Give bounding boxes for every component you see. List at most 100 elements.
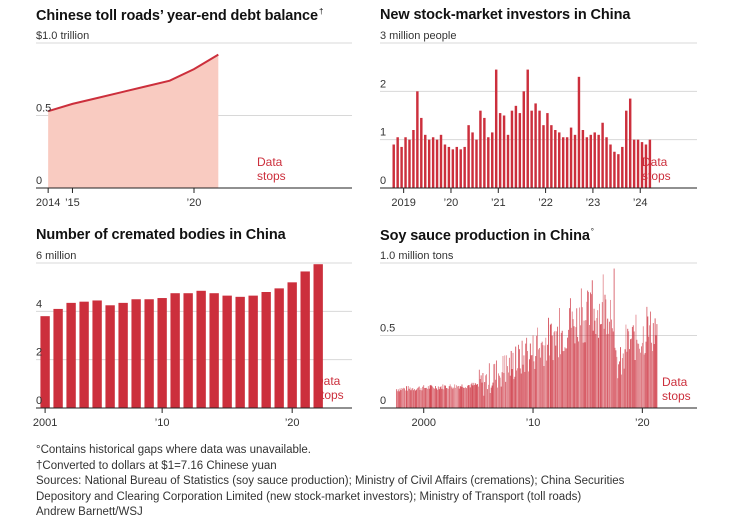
investor-bar	[487, 137, 490, 188]
investor-bar	[475, 139, 478, 188]
investor-bar	[459, 149, 462, 188]
soy-bar	[465, 387, 467, 408]
investor-bar	[542, 125, 545, 188]
soy-bar	[541, 341, 543, 408]
soy-bar	[477, 384, 478, 408]
toll-roads-title: Chinese toll roads’ year-end debt balanc…	[36, 7, 324, 24]
soy-bar	[491, 385, 493, 408]
soy-bar	[618, 364, 620, 408]
investor-bar	[644, 144, 648, 188]
cremation-bar	[157, 298, 167, 408]
soy-bar	[651, 342, 652, 408]
soy-bar	[504, 355, 506, 408]
soy-bar	[647, 316, 649, 408]
soy-bar	[501, 372, 503, 408]
data-stops-annotation: Data	[662, 375, 688, 389]
soy-bar	[539, 357, 541, 408]
y-tick-label: $1.0 trillion	[36, 30, 89, 42]
soy-bar	[575, 327, 577, 408]
soy-bar	[558, 357, 559, 408]
investor-bar	[392, 144, 395, 188]
soy-bar	[534, 368, 536, 408]
soy-bar	[495, 379, 497, 408]
soy-bar	[642, 326, 644, 408]
soy-bar	[422, 386, 424, 408]
soy-bar	[436, 388, 437, 408]
soy-bar	[537, 327, 538, 408]
soy-bar	[626, 351, 628, 408]
soy-bar	[517, 368, 518, 408]
soy-bar	[510, 350, 512, 408]
soy-bar	[434, 388, 436, 408]
soy-bar	[608, 333, 610, 408]
soy-bar	[549, 324, 551, 408]
soy-bar	[576, 308, 578, 408]
soy-bar	[418, 386, 420, 408]
soy-bar	[442, 384, 444, 408]
investor-bar	[589, 134, 593, 188]
soy-bar	[416, 389, 417, 408]
soy-bar	[421, 390, 423, 408]
soy-bar	[543, 366, 545, 408]
soy-bar	[590, 294, 592, 408]
soy-bar	[567, 337, 569, 408]
y-tick-label: 2	[36, 347, 42, 359]
soy-bar	[635, 314, 637, 408]
investor-bar	[550, 125, 553, 188]
soy-bar	[651, 351, 653, 408]
soy-bar	[473, 382, 475, 408]
soy-bar	[553, 332, 555, 408]
investor-bar	[538, 110, 541, 188]
cremation-bar	[222, 295, 232, 408]
cremation-bar	[209, 293, 219, 408]
soy-bar	[615, 350, 617, 408]
soy-bar	[525, 343, 527, 408]
soy-bar	[410, 390, 412, 408]
note-gaps: °Contains historical gaps where data was…	[36, 444, 312, 456]
investor-bar	[435, 139, 439, 188]
soy-bar	[448, 386, 450, 408]
investor-bar	[534, 103, 537, 188]
soy-bar	[428, 388, 430, 408]
investor-bar	[609, 144, 612, 188]
investor-bar	[451, 149, 455, 188]
investor-bar	[427, 139, 431, 188]
data-stops-annotation: Data	[257, 155, 283, 169]
soy-bar	[564, 347, 566, 408]
soy-bar	[397, 389, 399, 408]
investor-bar	[554, 130, 557, 188]
soy-bar	[546, 360, 548, 408]
soy-bar	[403, 387, 405, 408]
soy-bar	[594, 320, 596, 408]
soy-bar	[438, 389, 440, 408]
soy-bar	[650, 311, 651, 408]
soy-bar	[544, 345, 546, 408]
soy-bar	[406, 386, 407, 408]
soy-bar	[472, 385, 474, 408]
soy-bar	[490, 387, 492, 408]
soy-bar	[399, 388, 401, 408]
investor-bar	[439, 134, 443, 188]
soy-bar	[638, 343, 640, 408]
soy-bar	[600, 324, 601, 408]
soy-bar	[396, 391, 398, 408]
soy-bar	[433, 388, 435, 408]
soy-bar	[414, 389, 416, 408]
soy-bar	[589, 325, 590, 408]
investor-bar	[530, 110, 533, 188]
soy-bar	[551, 335, 553, 408]
soy-bar	[432, 386, 434, 408]
soy-bar	[620, 374, 622, 408]
soy-bar	[419, 389, 421, 408]
investor-bar	[510, 110, 514, 188]
soy-bar	[516, 370, 518, 408]
investor-bar	[479, 110, 482, 188]
soy-bar	[485, 375, 487, 408]
cremation-bar	[118, 302, 128, 408]
soy-bar	[542, 345, 544, 408]
soy-bar	[455, 387, 457, 408]
soy-bar	[395, 389, 397, 408]
cremation-bar	[105, 305, 115, 408]
soy-bar	[447, 388, 449, 408]
